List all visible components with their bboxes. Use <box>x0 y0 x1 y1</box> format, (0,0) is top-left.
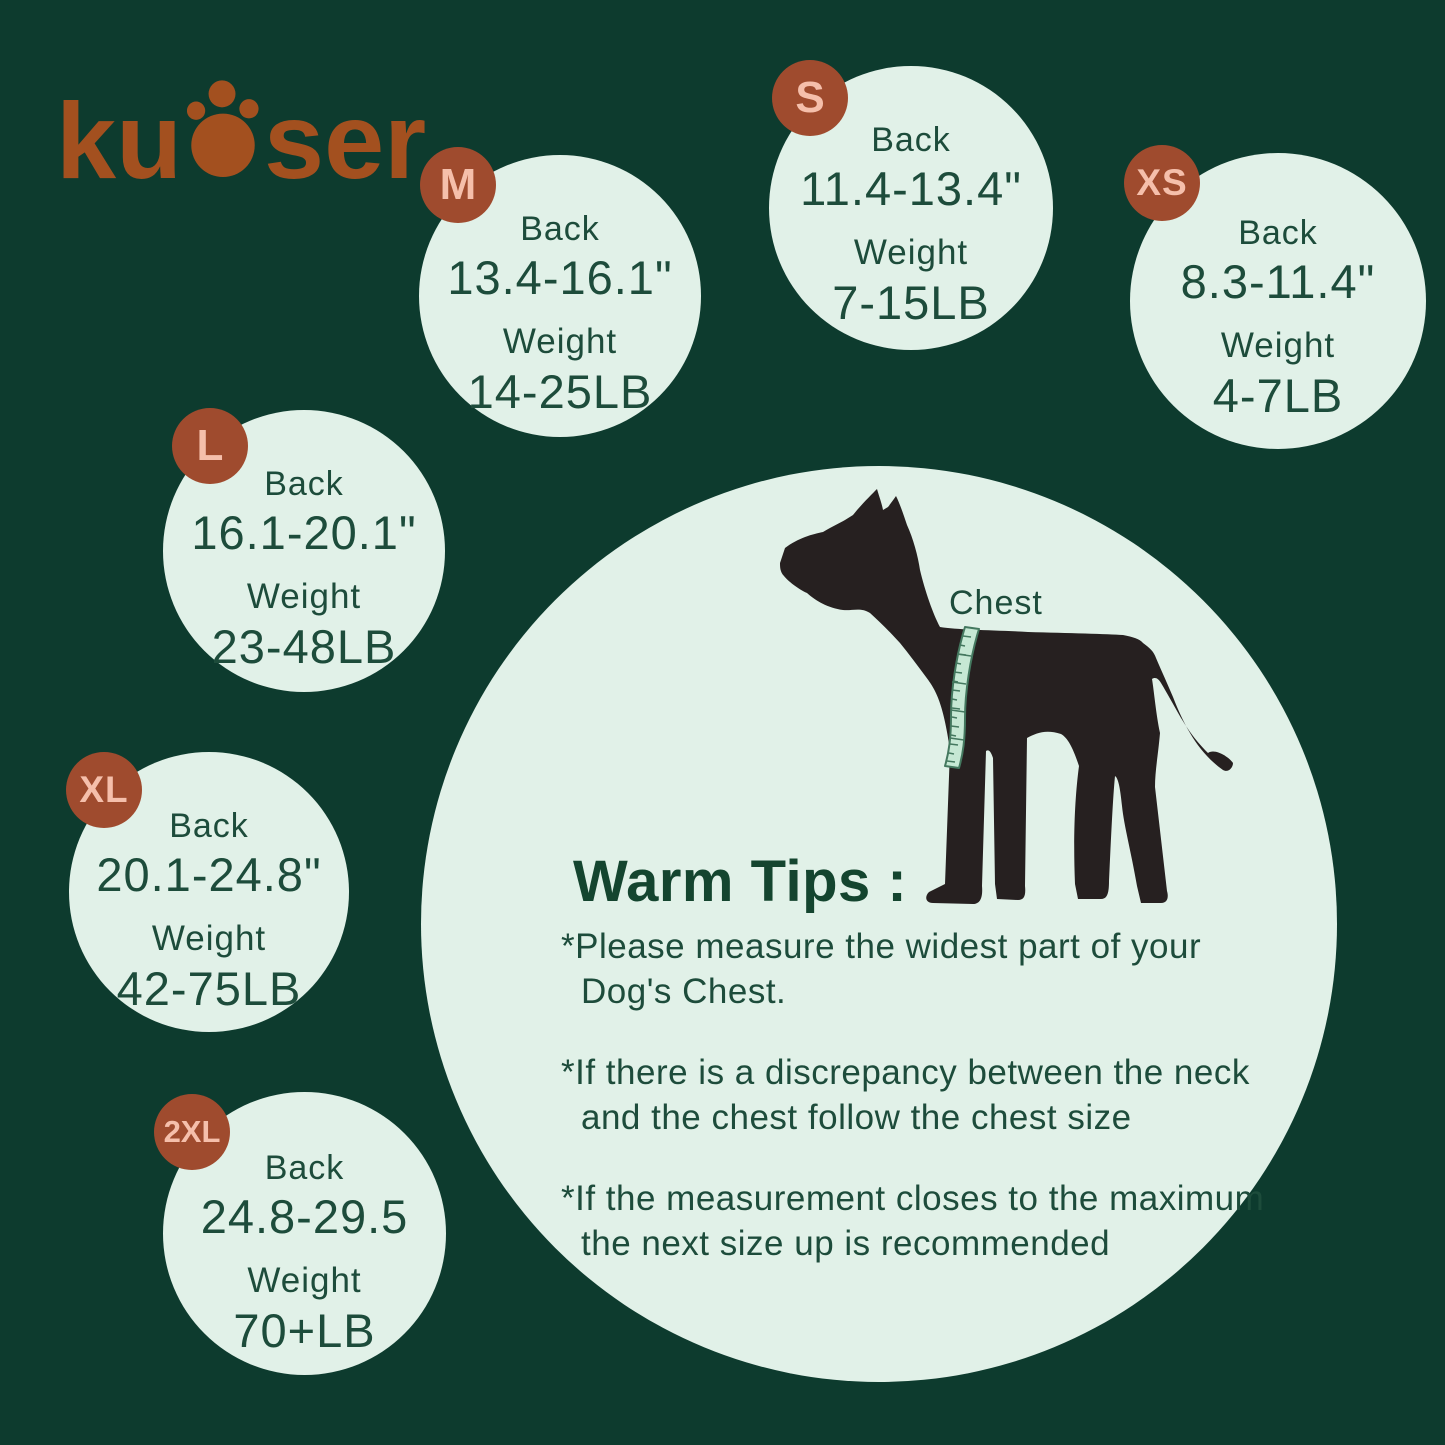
weight-range: 42-75LB <box>116 962 302 1015</box>
size-bubble-l: L Back 16.1-20.1" Weight 23-48LB <box>163 408 445 692</box>
weight-label: Weight <box>502 322 618 361</box>
warm-tips-title: Warm Tips : <box>573 849 908 914</box>
back-label: Back <box>264 465 344 503</box>
weight-range: 7-15LB <box>832 276 990 329</box>
back-label: Back <box>169 807 249 845</box>
weight-label: Weight <box>247 1261 362 1300</box>
weight-range: 4-7LB <box>1212 369 1344 422</box>
size-badge-l: L <box>172 408 248 484</box>
dog-silhouette <box>780 489 1233 904</box>
back-range: 13.4-16.1" <box>447 251 673 304</box>
weight-range: 14-25LB <box>467 365 653 418</box>
size-bubble-xs: XS Back 8.3-11.4" Weight 4-7LB <box>1124 145 1426 449</box>
warm-tip: *Please measure the widest part of your … <box>561 927 1202 1011</box>
paw-icon <box>187 80 259 178</box>
size-bubble-m: M Back 13.4-16.1" Weight 14-25LB <box>419 147 701 437</box>
warm-tip: *If the measurement closes to the maximu… <box>561 1179 1265 1263</box>
weight-range: 70+LB <box>233 1304 376 1357</box>
size-badge-s: S <box>772 60 848 136</box>
chest-label: Chest <box>949 584 1043 622</box>
back-label: Back <box>1238 214 1318 252</box>
weight-label: Weight <box>246 577 362 616</box>
weight-label: Weight <box>853 233 969 272</box>
back-range: 24.8-29.5 <box>200 1190 409 1243</box>
logo-text-ser: ser <box>264 80 427 201</box>
size-bubble-2xl: 2XL Back 24.8-29.5 Weight 70+LB <box>154 1092 446 1375</box>
warm-tip: *If there is a discrepancy between the n… <box>561 1053 1250 1137</box>
back-range: 8.3-11.4" <box>1180 255 1376 308</box>
brand-logo: ku ser <box>56 78 426 195</box>
back-label: Back <box>871 121 951 159</box>
size-badge-xl: XL <box>66 752 142 828</box>
size-badge-xs: XS <box>1124 145 1200 221</box>
size-badge-2xl: 2XL <box>154 1094 230 1170</box>
back-range: 20.1-24.8" <box>96 848 322 901</box>
back-label: Back <box>520 210 600 248</box>
size-bubble-xl: XL Back 20.1-24.8" Weight 42-75LB <box>66 752 349 1032</box>
measuring-tape-icon <box>944 626 980 769</box>
logo-text-ku: ku <box>56 80 183 201</box>
back-label: Back <box>264 1149 345 1187</box>
warm-tips-list: *Please measure the widest part of your … <box>561 924 1285 1302</box>
size-badge-m: M <box>420 147 496 223</box>
weight-range: 23-48LB <box>211 620 397 673</box>
size-bubble-s: S Back 11.4-13.4" Weight 7-15LB <box>769 60 1053 350</box>
measurement-diagram-circle: Chest Warm Tips : *Please measure the wi… <box>421 466 1337 1382</box>
weight-label: Weight <box>1220 326 1336 365</box>
back-range: 11.4-13.4" <box>800 162 1022 215</box>
back-range: 16.1-20.1" <box>191 506 417 559</box>
weight-label: Weight <box>151 919 267 958</box>
